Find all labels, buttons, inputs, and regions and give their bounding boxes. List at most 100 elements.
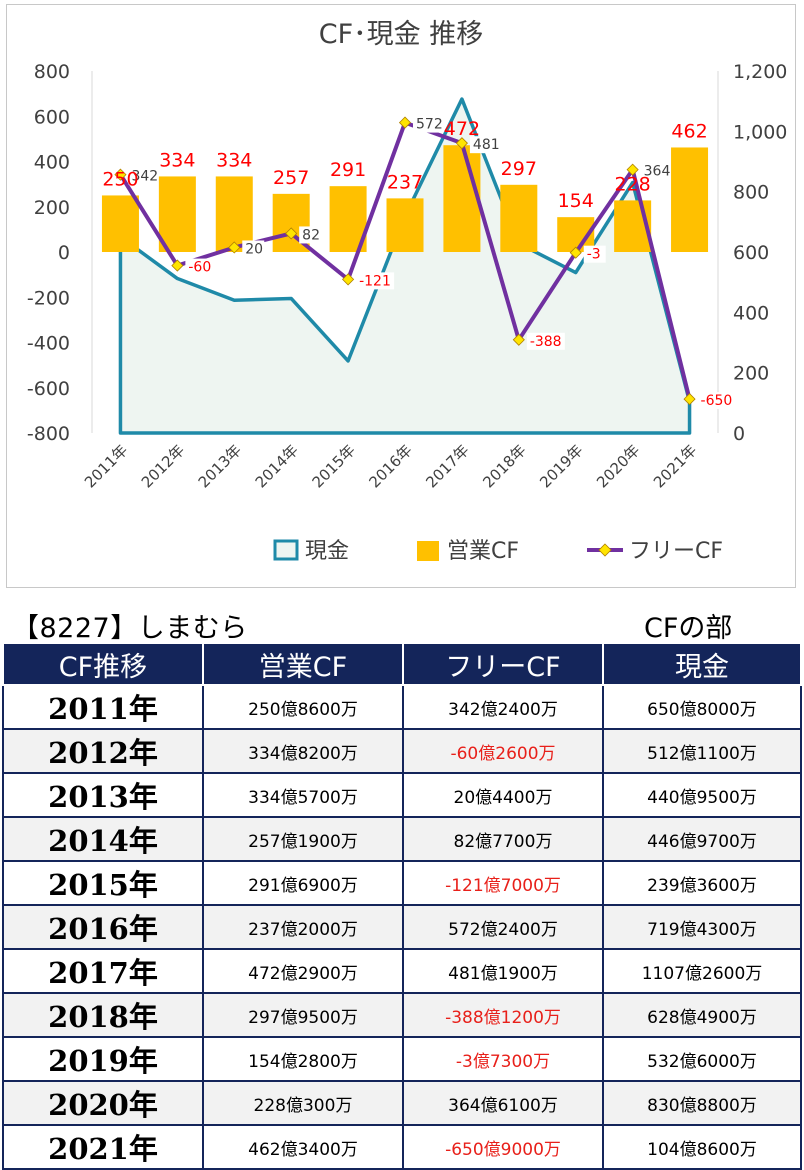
cell-free-cf: 82億7700万 — [402, 816, 604, 862]
legend-operating-cf-label: 営業CF — [447, 539, 519, 564]
cell-year: 2018年 — [2, 992, 204, 1038]
right-tick-label: 1,200 — [733, 61, 787, 83]
x-tick-label: 2019年 — [536, 441, 586, 491]
free-cf-label-bg — [583, 245, 606, 263]
operating-cf-data-label: 250 — [102, 168, 138, 190]
free-cf-data-label: 364 — [644, 164, 671, 180]
header-free-cf: フリーCF — [402, 642, 604, 686]
cell-operating-cf: 334億5700万 — [202, 772, 404, 818]
cell-free-cf: -388億1200万 — [402, 992, 604, 1038]
operating-cf-data-label: 228 — [615, 173, 651, 195]
table-row: 2017年 472億2900万 481億1900万 1107億2600万 — [2, 948, 802, 994]
right-tick-label: 800 — [733, 182, 769, 204]
x-tick-label: 2021年 — [650, 441, 700, 491]
cell-year: 2016年 — [2, 904, 204, 950]
table-row: 2012年 334億8200万 -60億2600万 512億1100万 — [2, 728, 802, 774]
legend-free-cf-label: フリーCF — [629, 539, 723, 564]
cell-cash: 512億1100万 — [602, 728, 802, 774]
cell-year: 2021年 — [2, 1124, 204, 1170]
x-tick-label: 2014年 — [252, 441, 302, 491]
cell-cash: 532億6000万 — [602, 1036, 802, 1082]
legend-cash-swatch — [273, 539, 299, 561]
free-cf-marker — [455, 137, 468, 150]
right-tick-label: 400 — [733, 302, 769, 324]
operating-cf-bar — [671, 147, 709, 252]
right-tick-label: 0 — [733, 423, 745, 445]
free-cf-data-label: -60 — [188, 260, 211, 276]
cell-free-cf: 342億2400万 — [402, 684, 604, 730]
free-cf-marker — [171, 259, 184, 272]
free-cf-data-label: 82 — [302, 227, 320, 243]
cell-free-cf: 364億6100万 — [402, 1080, 604, 1126]
cell-year: 2017年 — [2, 948, 204, 994]
operating-cf-data-label: 154 — [558, 190, 594, 212]
cell-operating-cf: 154億2800万 — [202, 1036, 404, 1082]
x-tick-label: 2011年 — [81, 441, 131, 491]
left-tick-label: -600 — [27, 378, 70, 400]
left-tick-label: -800 — [27, 423, 70, 445]
cell-free-cf: -650億9000万 — [402, 1124, 604, 1170]
free-cf-data-label: -388 — [530, 334, 562, 350]
cell-cash: 830億8800万 — [602, 1080, 802, 1126]
cell-free-cf: 481億1900万 — [402, 948, 604, 994]
operating-cf-data-label: 297 — [501, 158, 537, 180]
cf-table: CF推移 営業CF フリーCF 現金 2011年 250億8600万 342億240… — [2, 642, 802, 1170]
table-row: 2016年 237億2000万 572億2400万 719億4300万 — [2, 904, 802, 950]
x-tick-label: 2016年 — [365, 441, 415, 491]
x-tick-label: 2012年 — [138, 441, 188, 491]
free-cf-marker — [398, 116, 412, 129]
operating-cf-data-label: 291 — [330, 159, 366, 181]
cell-operating-cf: 462億3400万 — [202, 1124, 404, 1170]
free-cf-marker — [512, 333, 525, 346]
table-row: 2019年 154億2800万 -3億7300万 532億6000万 — [2, 1036, 802, 1082]
x-tick-label: 2015年 — [309, 441, 359, 491]
cell-year: 2015年 — [2, 860, 204, 906]
free-cf-label-bg — [185, 258, 216, 276]
cell-year: 2019年 — [2, 1036, 204, 1082]
free-cf-data-label: -121 — [359, 273, 391, 289]
table-row: 2020年 228億300万 364億6100万 830億8800万 — [2, 1080, 802, 1126]
x-tick-label: 2018年 — [479, 441, 529, 491]
header-cf-trend: CF推移 — [2, 642, 204, 686]
free-cf-data-label: -650 — [701, 393, 733, 409]
chart-svg: CF･現金 推移8006004002000-200-400-600-8001,2… — [27, 19, 788, 564]
header-cash: 現金 — [602, 642, 802, 686]
operating-cf-data-label: 472 — [444, 118, 480, 140]
cell-free-cf: 572億2400万 — [402, 904, 604, 950]
free-cf-data-label: 342 — [131, 169, 158, 185]
legend-cash-label: 現金 — [305, 539, 349, 564]
x-tick-label: 2013年 — [195, 441, 245, 491]
cell-operating-cf: 250億8600万 — [202, 684, 404, 730]
cell-free-cf: 20億4400万 — [402, 772, 604, 818]
x-tick-label: 2020年 — [593, 441, 643, 491]
cell-year: 2014年 — [2, 816, 204, 862]
operating-cf-data-label: 334 — [216, 149, 252, 171]
cell-operating-cf: 228億300万 — [202, 1080, 404, 1126]
cell-year: 2020年 — [2, 1080, 204, 1126]
table-row: 2013年 334億5700万 20億4400万 440億9500万 — [2, 772, 802, 818]
operating-cf-bar — [386, 198, 424, 252]
table-row: 2018年 297億9500万 -388億1200万 628億4900万 — [2, 992, 802, 1038]
chart-panel: CF･現金 推移 800 600 400 200 0 -200 -400 -600 -800 1,2… — [6, 4, 796, 588]
table-header-row: CF推移 営業CF フリーCF 現金 — [2, 642, 802, 686]
left-tick-label: -400 — [27, 333, 70, 355]
free-cf-label-bg — [242, 240, 265, 258]
operating-cf-bar — [500, 184, 538, 252]
operating-cf-data-label: 334 — [159, 149, 195, 171]
operating-cf-data-label: 237 — [387, 171, 423, 193]
free-cf-marker — [285, 227, 298, 240]
free-cf-marker — [342, 273, 355, 286]
left-tick-label: 0 — [58, 242, 70, 264]
company-label: 【8227】しまむら — [12, 613, 248, 644]
cell-cash: 440億9500万 — [602, 772, 802, 818]
cell-year: 2012年 — [2, 728, 204, 774]
cell-year: 2011年 — [2, 684, 204, 730]
cell-cash: 1107億2600万 — [602, 948, 802, 994]
operating-cf-bar — [443, 145, 481, 252]
right-tick-label: 1,000 — [733, 121, 787, 143]
free-cf-data-label: 481 — [473, 137, 500, 153]
free-cf-label-bg — [697, 392, 736, 410]
cell-cash: 104億8600万 — [602, 1124, 802, 1170]
free-cf-marker — [228, 241, 241, 254]
left-tick-label: 200 — [34, 197, 70, 219]
